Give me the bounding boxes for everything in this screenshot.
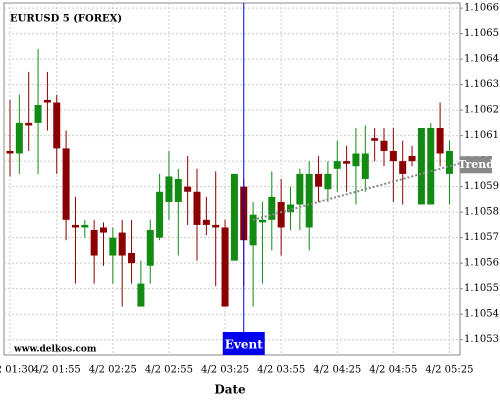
y-tick-label: 1.1058 [464,207,499,218]
trend-label: Trend [458,158,494,171]
y-tick-label: 1.1064 [464,54,499,65]
candle-body [287,204,294,213]
y-tick-label: 1.1066 [464,3,499,14]
candle-body [100,227,107,233]
candle-body [81,224,89,228]
x-tick-label: 4/2 02:55 [145,365,193,376]
candle-body [230,173,238,261]
candle-body [389,150,397,162]
x-tick-label: 4/2 02:25 [89,365,137,376]
candle-body [53,102,61,149]
candle-body [43,99,51,103]
candle-body [146,230,154,266]
candle-body [6,150,14,154]
candle-body [193,191,201,225]
x-tick-label: 4/2 03:25 [201,365,249,376]
candle-body [258,219,266,223]
y-tick-label: 1.1055 [464,283,499,294]
event-label: Event [225,338,263,352]
candle-body [324,173,332,190]
chart-title: EURUSD 5 (FOREX) [10,14,122,25]
candle-body [315,173,323,187]
candle-body [212,224,220,228]
x-axis-label: Date [214,383,246,397]
trend-label-box [460,156,492,174]
candle-body [352,153,360,167]
y-tick-label: 1.1065 [464,28,499,39]
plot-layer [4,3,461,355]
candle-body [221,227,229,307]
candle-body [268,196,276,220]
candle-body [361,153,369,179]
y-tick-label: 1.1057 [464,232,499,243]
candle-body [34,105,42,123]
y-tick-label: 1.1056 [464,258,499,269]
candle-body [343,161,351,164]
x-tick-label: 4/2 04:25 [313,365,361,376]
candle-body [62,148,70,220]
candle-body [249,214,257,246]
candle-body [380,140,388,151]
x-tick-label: 4/2 01:55 [33,365,81,376]
candle-body [71,224,79,228]
candle-body [305,173,313,228]
candle-body [25,122,33,126]
candle-body [436,127,444,154]
candle-body [417,127,425,205]
y-tick-label: 1.1054 [464,309,499,320]
candle-body [333,161,341,169]
x-tick-label: 4/2 01:30 [0,365,34,376]
y-tick-label: 1.1062 [464,105,499,116]
y-tick-label: 1.1053 [464,334,499,345]
x-tick-label: 4/2 05:25 [425,365,473,376]
candle-body [371,138,379,141]
candle-body [445,150,453,174]
candle-body [128,252,136,264]
candle-body [137,283,145,307]
candle-body [165,176,173,202]
candle-body [118,232,126,256]
candle-body [15,122,23,154]
candle-body [427,127,435,205]
candle-body [184,186,192,192]
x-tick-label: 4/2 03:55 [257,365,305,376]
candle-body [202,219,210,225]
candle-body [399,161,407,174]
x-tick-label: 4/2 04:55 [369,365,417,376]
candle-body [174,179,182,202]
watermark: www.delkos.com [13,345,97,355]
candle-body [277,201,285,228]
y-tick-label: 1.1063 [464,79,499,90]
candle-body [109,237,117,256]
event-label-box [222,332,265,355]
candle-body [408,156,416,162]
candle-body [296,173,304,205]
y-tick-label: 1.1059 [464,181,499,192]
y-tick-label: 1.1061 [464,130,499,141]
candle-body [156,191,164,238]
candle-body [90,230,98,256]
